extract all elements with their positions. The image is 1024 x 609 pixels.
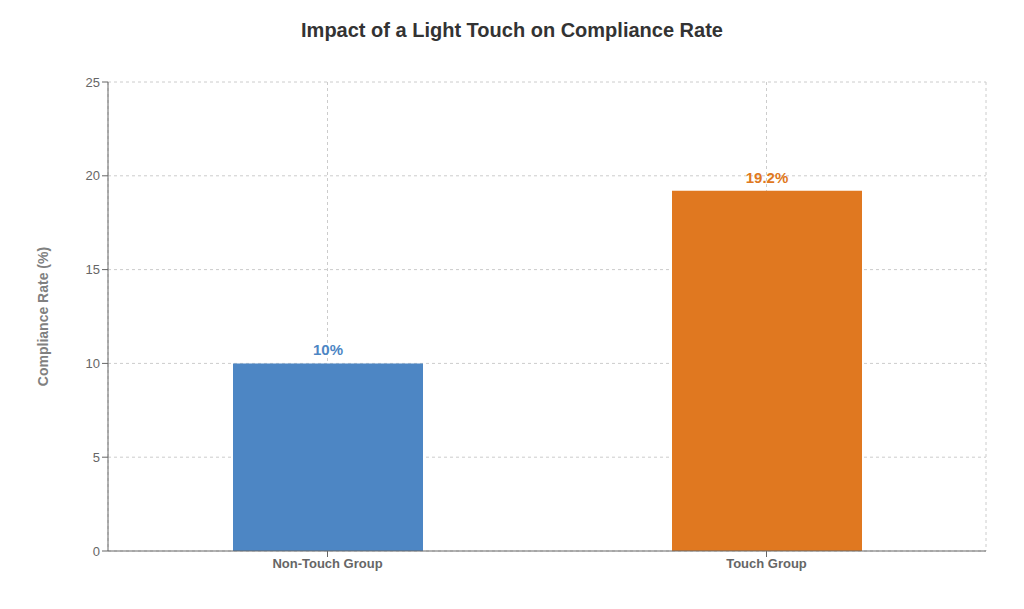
svg-text:20: 20 [86, 168, 100, 183]
svg-text:10%: 10% [313, 341, 343, 358]
svg-text:Non-Touch Group: Non-Touch Group [272, 556, 382, 571]
svg-text:Compliance Rate (%): Compliance Rate (%) [35, 247, 51, 386]
svg-text:19.2%: 19.2% [746, 169, 789, 186]
svg-text:5: 5 [93, 450, 100, 465]
svg-text:10: 10 [86, 356, 100, 371]
svg-text:15: 15 [86, 262, 100, 277]
svg-text:25: 25 [86, 75, 100, 90]
svg-text:0: 0 [93, 544, 100, 559]
html-text:Impact of a Light Touch on Com: Impact of a Light Touch on Compliance Ra… [301, 19, 723, 41]
svg-text:Touch Group: Touch Group [726, 556, 807, 571]
